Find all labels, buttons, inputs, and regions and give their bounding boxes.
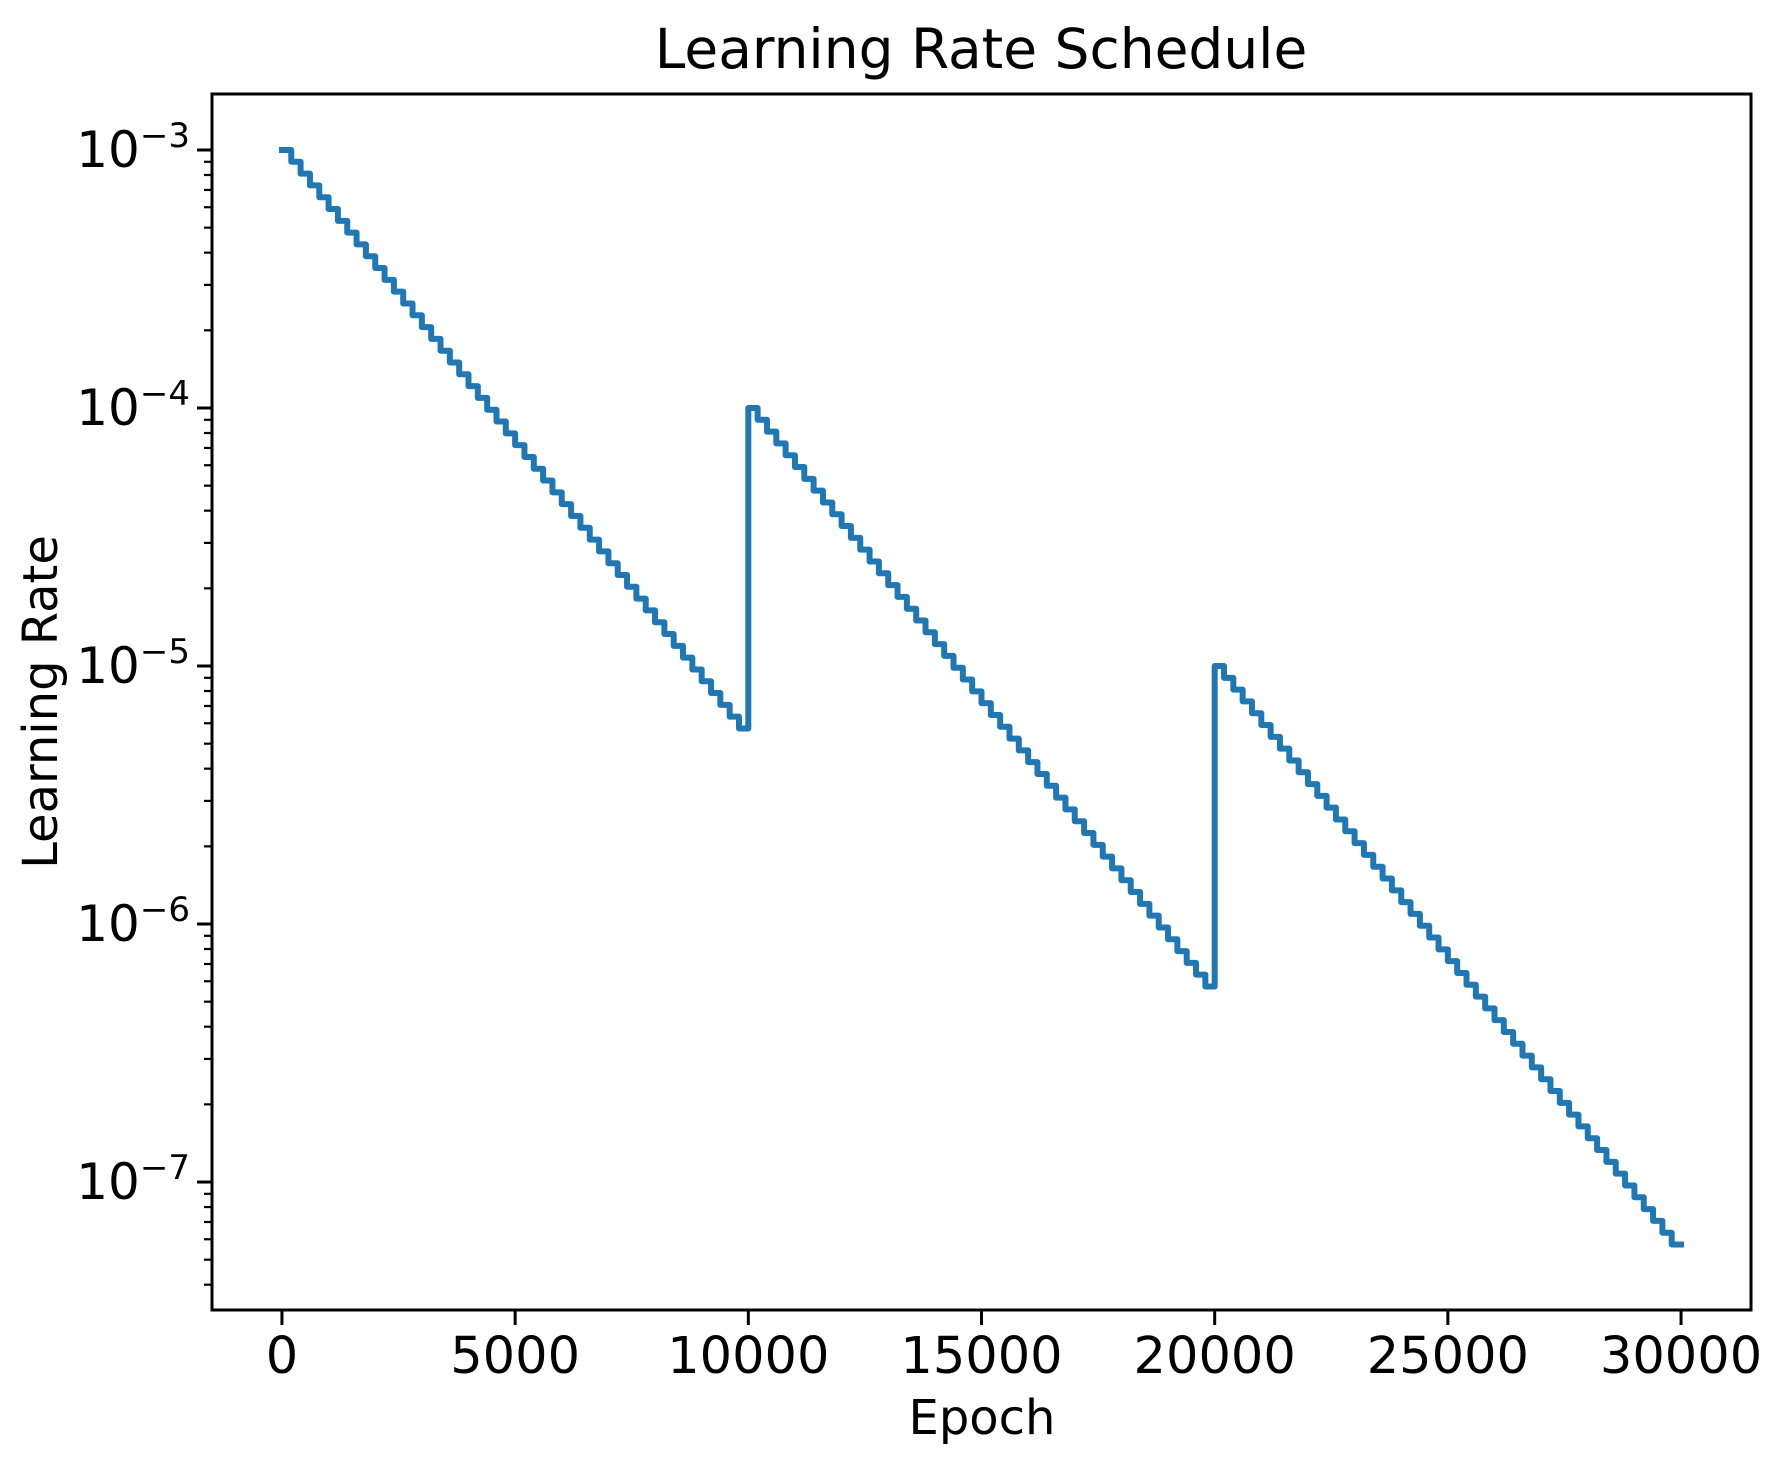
x-tick-labels: 0 5000 10000 15000 20000 25000 30000 <box>266 1327 1762 1386</box>
chart-title: Learning Rate Schedule <box>655 17 1308 81</box>
x-axis-label: Epoch <box>909 1390 1056 1446</box>
learning-rate-line-group <box>278 146 1685 1248</box>
y-major-ticks <box>197 148 212 1184</box>
y-tick-label: 10−6 <box>76 890 190 953</box>
x-tick-label: 10000 <box>667 1327 829 1386</box>
y-tick-label: 10−7 <box>76 1148 190 1211</box>
y-tick-label: 10−5 <box>76 632 190 695</box>
plot-border <box>210 92 1753 1312</box>
y-tick-label: 10−3 <box>76 116 190 179</box>
x-major-ticks <box>280 1310 1683 1325</box>
y-tick-labels: 10−3 10−4 10−5 10−6 10−7 <box>76 116 190 1211</box>
x-tick-label: 20000 <box>1134 1327 1296 1386</box>
x-tick-label: 15000 <box>900 1327 1062 1386</box>
y-axis-label: Learning Rate <box>13 535 69 869</box>
x-tick-label: 30000 <box>1600 1327 1762 1386</box>
x-tick-label: 5000 <box>450 1327 580 1386</box>
x-tick-label: 25000 <box>1367 1327 1529 1386</box>
y-tick-label: 10−4 <box>76 374 190 437</box>
x-tick-label: 0 <box>266 1327 298 1386</box>
learning-rate-line <box>278 146 1685 1248</box>
